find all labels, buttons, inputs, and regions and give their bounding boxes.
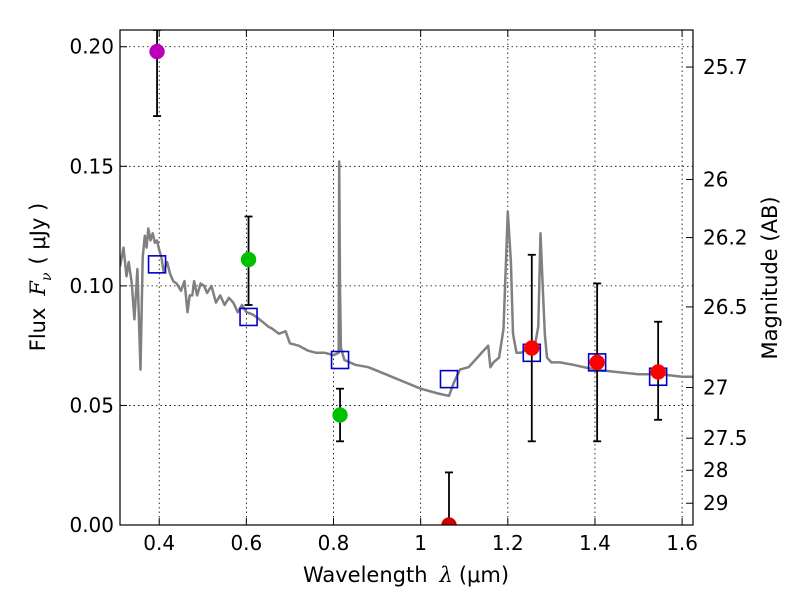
x-tick-label: 1.2: [492, 531, 524, 555]
x-tick-label: 1.4: [579, 531, 611, 555]
y2-tick-label: 27: [703, 376, 728, 400]
y2-tick-label: 28: [703, 458, 728, 482]
y2-tick-label: 27.5: [703, 426, 748, 450]
y-tick-label: 0.00: [69, 513, 114, 537]
plot-area: [120, 30, 693, 525]
y-tick-label: 0.05: [69, 393, 114, 417]
y2-tick-label: 29: [703, 491, 728, 515]
photometry-point: [332, 407, 348, 423]
photometry-point: [441, 517, 457, 525]
model-bandpass-square: [239, 307, 258, 327]
photometry-point: [524, 340, 540, 356]
grid: [120, 30, 693, 526]
photometry-point: [149, 43, 165, 60]
y-tick-label: 0.10: [69, 274, 114, 298]
plot-frame: [119, 29, 694, 526]
x-tick-label: 0.4: [143, 531, 175, 555]
x-axis-title: Wavelength λ (μm): [303, 563, 509, 587]
sed-model-line: [120, 160, 693, 398]
x-tick-label: 1: [414, 531, 427, 555]
photometry-point: [240, 251, 257, 268]
y2-tick-label: 26: [703, 167, 728, 191]
x-tick-label: 0.8: [318, 531, 350, 555]
model-bandpass-square: [330, 350, 350, 370]
y2-axis-title: Magnitude (AB): [758, 196, 782, 359]
photometry-point: [589, 354, 605, 371]
y2-tick-label: 26.5: [703, 295, 748, 319]
y2-tick-label: 26.2: [703, 226, 748, 250]
model-bandpass-square: [147, 255, 167, 274]
y2-tick-label: 25.7: [703, 55, 748, 79]
photometry-point: [650, 364, 666, 380]
x-tick-label: 0.6: [230, 531, 262, 555]
axis-ticks: 0.4 0.6 0.8 1 1.2 1.4 1.6 0.00 0.05 0.10 0.15 0.20 2…: [69, 30, 748, 555]
x-tick-label: 1.6: [666, 531, 698, 555]
y-axis-title: FluxFν( μJy ): [26, 203, 55, 351]
model-bandpass-square: [439, 369, 459, 389]
y-tick-label: 0.15: [69, 154, 114, 178]
y-tick-label: 0.20: [69, 35, 114, 59]
